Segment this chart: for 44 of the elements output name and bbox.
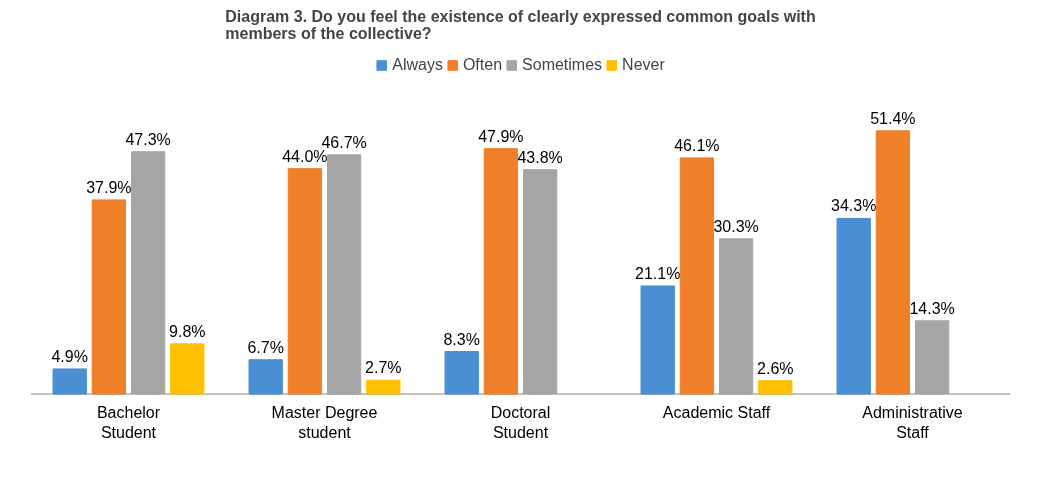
data-label: 47.3% <box>125 130 171 148</box>
bar <box>444 351 479 395</box>
bar <box>326 154 362 395</box>
x-tick-label: Doctoral Student <box>490 404 551 442</box>
bar <box>52 368 87 395</box>
data-label: 37.9% <box>86 178 132 196</box>
legend-label: Sometimes <box>522 56 603 74</box>
data-label: 2.7% <box>365 359 402 377</box>
data-label: 4.9% <box>51 347 88 365</box>
bar <box>836 217 871 395</box>
data-label: 8.3% <box>443 330 480 348</box>
data-label: 34.3% <box>831 197 877 215</box>
bar <box>718 238 754 395</box>
x-tick-label: Academic Staff <box>662 404 771 422</box>
chart-title: Diagram 3. Do you feel the existence of clearly expressed common goals with members of the collective? <box>225 7 816 42</box>
legend-label: Never <box>622 56 665 74</box>
data-label: 14.3% <box>909 299 955 317</box>
data-label: 9.8% <box>169 322 206 340</box>
data-label: 6.7% <box>247 338 284 356</box>
data-label: 2.6% <box>757 359 794 377</box>
x-tick-label: Bachelor Student <box>96 404 161 442</box>
bar <box>130 151 166 395</box>
bar <box>640 285 675 395</box>
data-label: 30.3% <box>713 217 759 235</box>
bar <box>91 199 127 395</box>
bar <box>679 157 715 395</box>
bar <box>366 379 401 395</box>
data-label: 47.9% <box>478 127 524 145</box>
bar <box>914 320 950 395</box>
x-tick-label: Master Degree student <box>271 404 378 442</box>
x-tick-label: Administrative Staff <box>862 404 963 442</box>
data-label: 51.4% <box>870 109 916 127</box>
data-label: 21.1% <box>635 264 681 282</box>
bar <box>170 343 205 395</box>
legend-label: Always <box>392 56 443 74</box>
bar <box>483 148 519 395</box>
data-label: 46.1% <box>674 136 720 154</box>
bar <box>758 380 793 395</box>
bar <box>522 169 558 395</box>
bar <box>875 130 911 395</box>
bar <box>248 359 283 395</box>
legend-label: Often <box>462 56 503 74</box>
data-label: 43.8% <box>517 148 563 166</box>
bar <box>287 168 323 395</box>
